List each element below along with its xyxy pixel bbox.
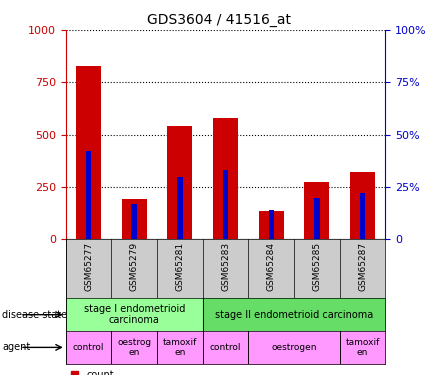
Text: GSM65283: GSM65283 [221, 242, 230, 291]
Legend: count, percentile rank within the sample: count, percentile rank within the sample [71, 370, 251, 375]
Text: GSM65279: GSM65279 [130, 242, 139, 291]
Text: GSM65285: GSM65285 [312, 242, 321, 291]
Text: GDS3604 / 41516_at: GDS3604 / 41516_at [147, 13, 291, 27]
Text: disease state: disease state [2, 310, 67, 320]
Bar [304, 182, 329, 239]
Text: GSM65284: GSM65284 [267, 242, 276, 291]
Bar [86, 152, 91, 239]
Text: stage II endometrioid carcinoma: stage II endometrioid carcinoma [215, 310, 373, 320]
Text: tamoxif
en: tamoxif en [162, 338, 197, 357]
Bar [76, 66, 101, 239]
Bar [350, 172, 375, 239]
Text: control: control [73, 343, 104, 352]
Bar [177, 177, 183, 239]
Text: control: control [210, 343, 241, 352]
Text: GSM65281: GSM65281 [175, 242, 184, 291]
Text: GSM65287: GSM65287 [358, 242, 367, 291]
Bar [223, 170, 228, 239]
Bar [259, 211, 284, 239]
Text: tamoxif
en: tamoxif en [346, 338, 380, 357]
Text: oestrog
en: oestrog en [117, 338, 151, 357]
Text: oestrogen: oestrogen [271, 343, 317, 352]
Bar [314, 198, 320, 239]
Text: stage I endometrioid
carcinoma: stage I endometrioid carcinoma [84, 304, 185, 326]
Bar [268, 210, 274, 239]
Bar [360, 194, 365, 239]
Bar [213, 118, 238, 239]
Text: agent: agent [2, 342, 30, 352]
Bar [122, 199, 147, 239]
Bar [167, 126, 192, 239]
Bar [131, 204, 137, 239]
Text: GSM65277: GSM65277 [84, 242, 93, 291]
